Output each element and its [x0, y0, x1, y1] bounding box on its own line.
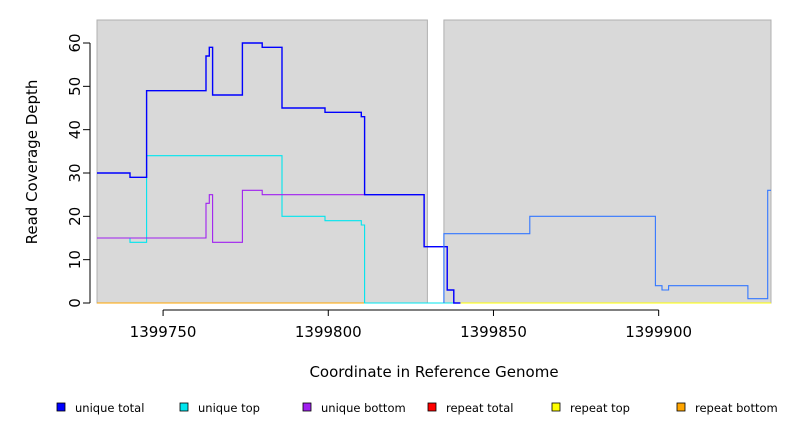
y-tick-label: 60 [66, 33, 84, 52]
x-axis-label: Coordinate in Reference Genome [309, 363, 558, 381]
legend-label: unique bottom [321, 401, 406, 415]
series-7 [443, 189, 771, 303]
legend-item-unique-top: unique top [179, 401, 260, 415]
x-axis: 1399750 1399800 1399850 1399900 [130, 309, 692, 341]
shaded-region-2 [443, 19, 772, 304]
legend-label: unique top [198, 401, 260, 415]
legend-item-repeat-total: repeat total [427, 401, 513, 415]
legend-label: unique total [75, 401, 144, 415]
series-unique-total [97, 42, 461, 304]
y-axis: 0 10 20 30 40 50 60 [66, 33, 91, 308]
legend-item-repeat-top: repeat top [551, 401, 630, 415]
legend-label: repeat bottom [695, 401, 778, 415]
legend-label: repeat total [446, 401, 513, 415]
series-lines [97, 42, 771, 304]
y-tick-label: 30 [66, 163, 84, 182]
legend-item-unique-total: unique total [56, 401, 144, 415]
x-tick-label: 1399900 [625, 323, 692, 341]
shaded-region-1 [96, 19, 428, 304]
legend: unique total unique top unique bottom repea… [56, 401, 778, 415]
legend-item-repeat-bottom: repeat bottom [676, 401, 778, 415]
legend-item-unique-bottom: unique bottom [302, 401, 406, 415]
y-axis-label: Read Coverage Depth [23, 80, 41, 245]
legend-swatch [551, 402, 561, 412]
y-tick-label: 20 [66, 207, 84, 226]
x-tick-label: 1399850 [460, 323, 527, 341]
legend-swatch [56, 402, 66, 412]
x-tick-label: 1399750 [130, 323, 197, 341]
y-tick-label: 0 [66, 298, 84, 308]
x-tick-label: 1399800 [295, 323, 362, 341]
legend-swatch [676, 402, 686, 412]
y-tick-label: 40 [66, 120, 84, 139]
legend-swatch [302, 402, 312, 412]
legend-swatch [427, 402, 437, 412]
legend-swatch [179, 402, 189, 412]
y-tick-label: 50 [66, 77, 84, 96]
legend-label: repeat top [570, 401, 630, 415]
series-unique-top [97, 155, 461, 304]
shaded-regions [96, 19, 772, 304]
y-tick-label: 10 [66, 250, 84, 269]
